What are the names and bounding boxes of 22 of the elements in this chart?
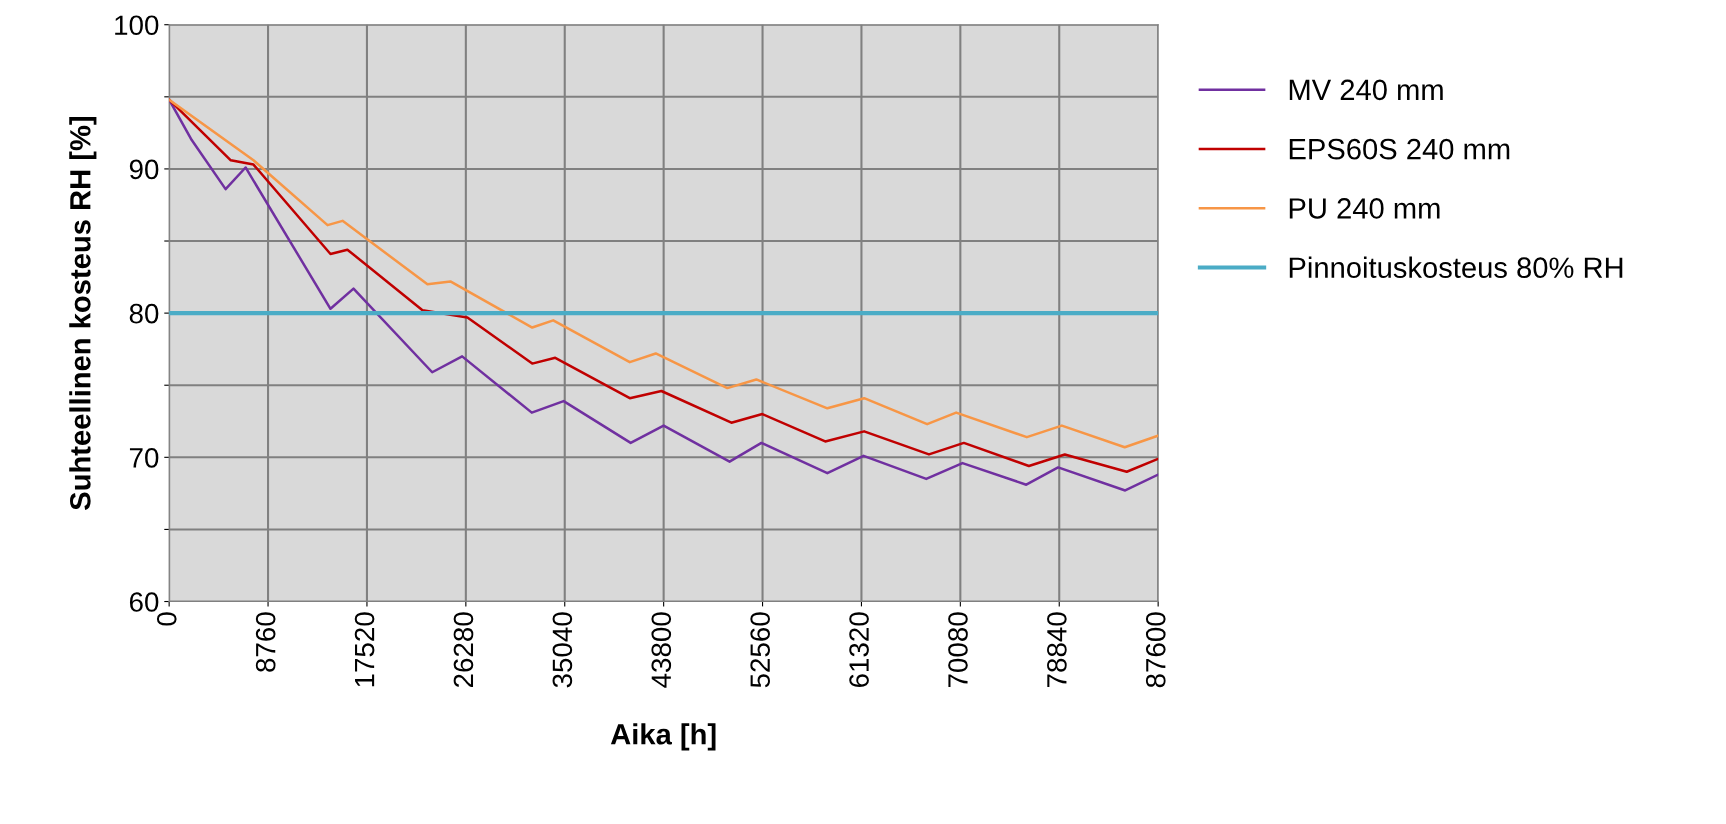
x-tick-label: 52560 — [750, 612, 770, 688]
x-tick-label: 35040 — [552, 612, 573, 688]
legend-label: EPS60S 240 mm — [1289, 138, 1510, 160]
x-tick-label: 0 — [156, 612, 177, 626]
legend-label: Pinnoituskosteus 80% RH — [1289, 256, 1623, 279]
x-tick-label: 61320 — [849, 612, 869, 688]
y-tick-label: 80 — [129, 303, 159, 324]
y-tick-label: 70 — [129, 447, 159, 468]
legend-label: MV 240 mm — [1289, 79, 1443, 101]
x-tick-label: 17520 — [354, 612, 375, 687]
y-tick-label: 100 — [115, 15, 159, 36]
x-tick-label: 78840 — [1047, 612, 1067, 688]
x-tick-label: 8760 — [255, 612, 276, 672]
x-tick-label: 87600 — [1145, 612, 1166, 688]
y-axis-title: Suhteellinen kosteus RH [%] — [69, 117, 97, 510]
x-tick-label: 70080 — [948, 612, 968, 688]
legend-label: PU 240 mm — [1289, 198, 1440, 219]
x-tick-label: 26280 — [453, 612, 474, 688]
y-tick-label: 60 — [129, 592, 159, 612]
x-axis-title: Aika [h] — [610, 723, 716, 751]
x-tick-label: 43800 — [651, 612, 672, 688]
y-tick-label: 90 — [129, 159, 159, 180]
